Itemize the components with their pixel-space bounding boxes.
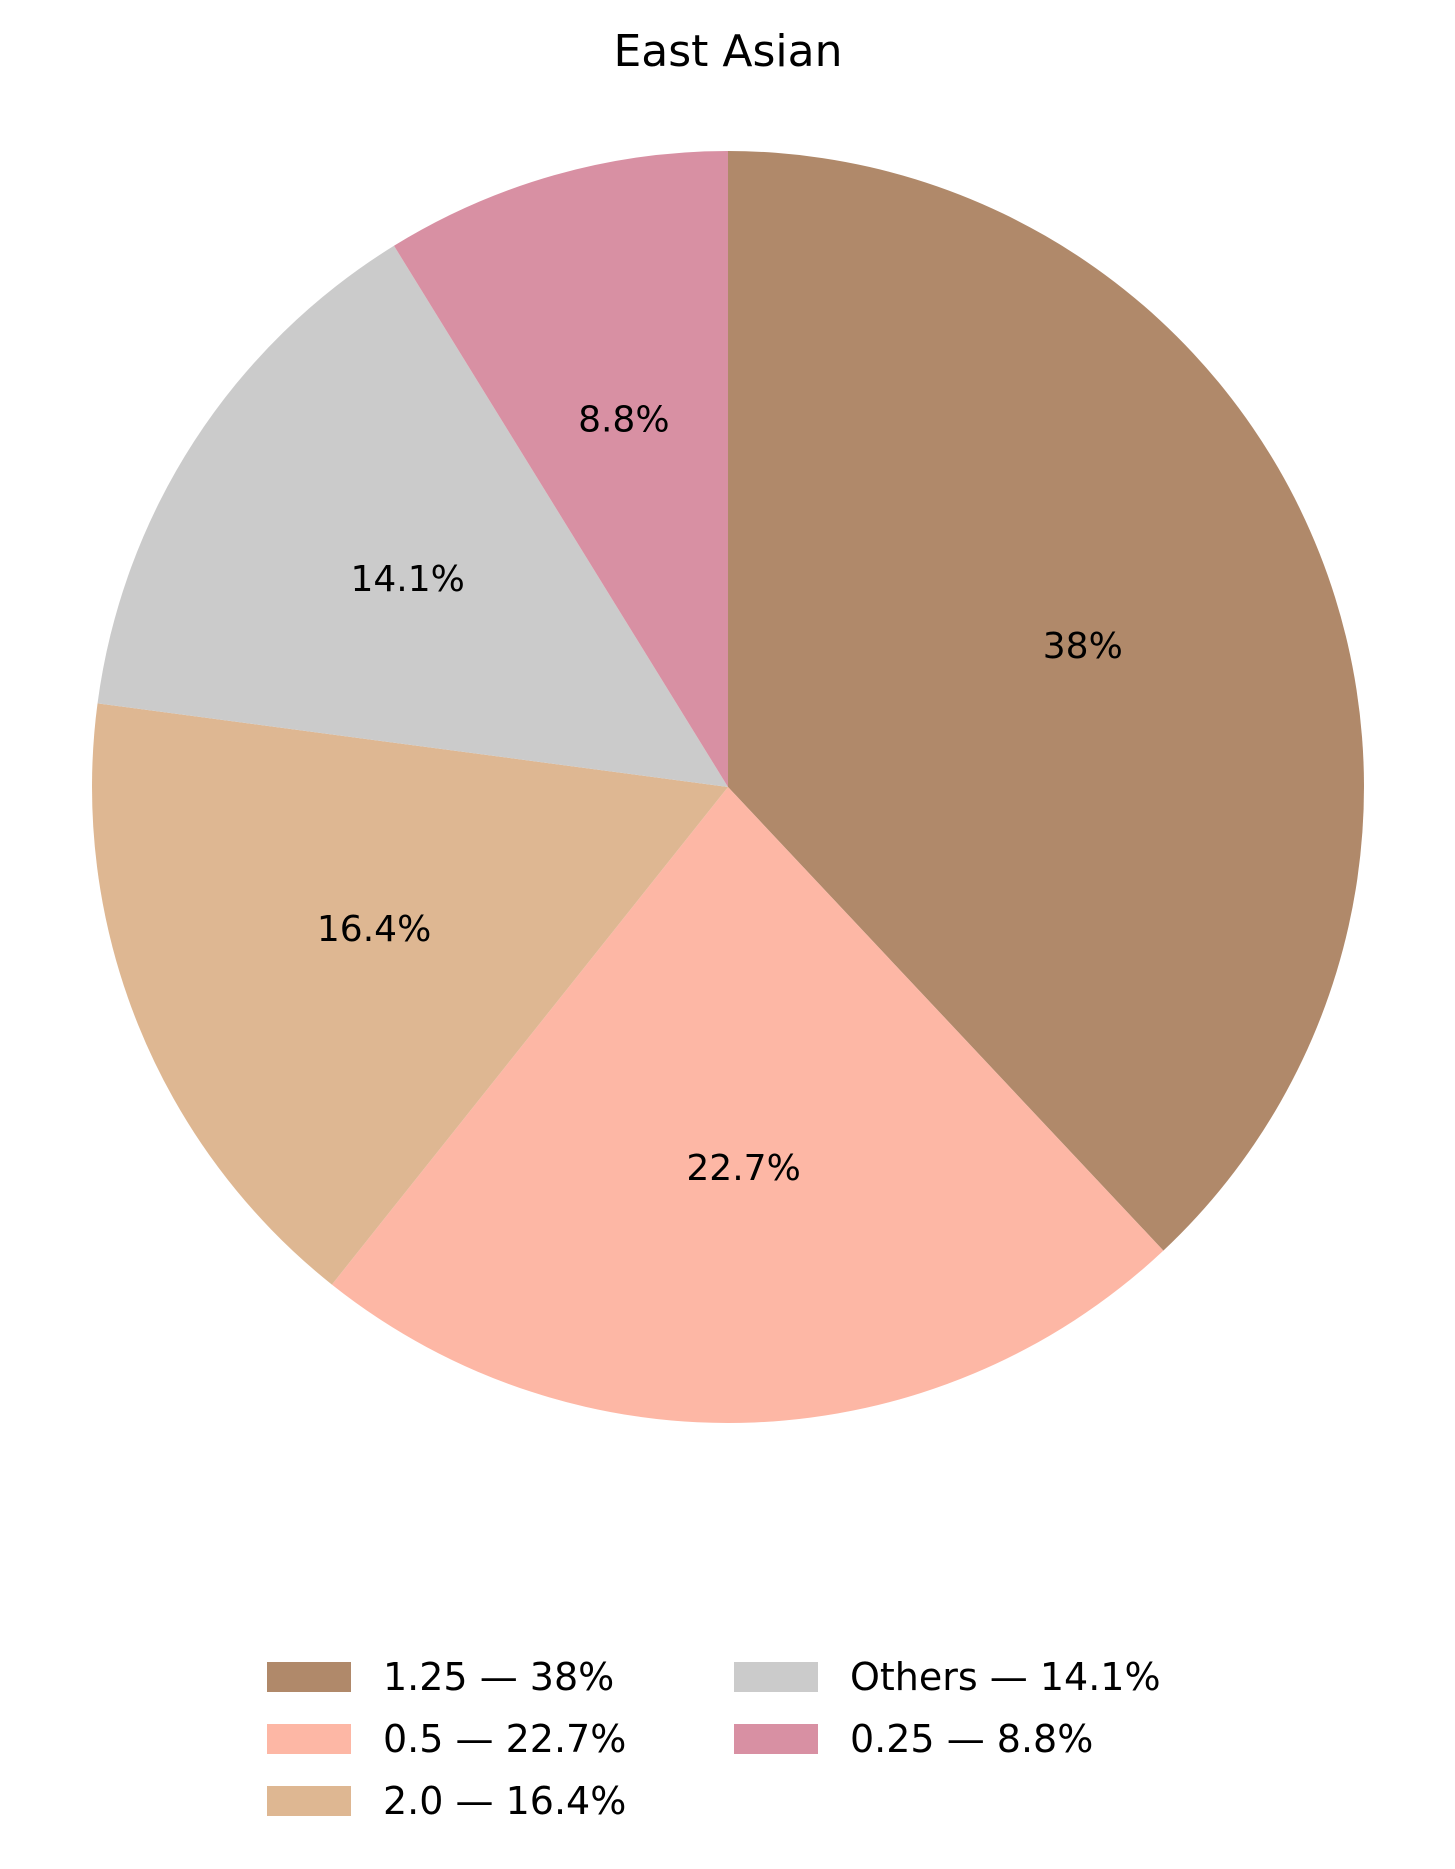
legend-label: Others — 14.1% bbox=[850, 1655, 1161, 1699]
legend-label: 0.5 — 22.7% bbox=[383, 1717, 626, 1761]
pie-slices bbox=[92, 151, 1364, 1423]
legend-swatch bbox=[267, 1724, 351, 1754]
slice-label: 16.4% bbox=[317, 909, 431, 950]
pie-slice-0-5 bbox=[331, 787, 1164, 1423]
legend-item: Others — 14.1% bbox=[734, 1655, 1161, 1699]
legend-swatch bbox=[267, 1786, 351, 1816]
slice-label: 38% bbox=[1043, 626, 1123, 667]
legend-swatch bbox=[734, 1662, 818, 1692]
slice-labels: 38% 22.7% 16.4% 14.1% 8.8% bbox=[317, 399, 1123, 1188]
pie-slice-others bbox=[97, 245, 728, 787]
legend-label: 1.25 — 38% bbox=[383, 1655, 614, 1699]
pie-slice-1-25 bbox=[728, 151, 1364, 1251]
legend-item: 0.25 — 8.8% bbox=[734, 1717, 1093, 1761]
chart-title: East Asian bbox=[613, 26, 842, 77]
pie-slice-0-25 bbox=[393, 151, 728, 787]
slice-label: 14.1% bbox=[351, 559, 465, 600]
legend-item: 0.5 — 22.7% bbox=[267, 1717, 626, 1761]
legend-item: 2.0 — 16.4% bbox=[267, 1779, 626, 1823]
legend-item: 1.25 — 38% bbox=[267, 1655, 614, 1699]
slice-label: 22.7% bbox=[686, 1148, 800, 1189]
slice-label: 8.8% bbox=[578, 399, 669, 440]
legend-swatch bbox=[734, 1724, 818, 1754]
legend-label: 0.25 — 8.8% bbox=[850, 1717, 1093, 1761]
legend-label: 2.0 — 16.4% bbox=[383, 1779, 626, 1823]
pie-slice-2-0 bbox=[92, 703, 728, 1285]
legend: 1.25 — 38% 0.5 — 22.7% 2.0 — 16.4% Others —… bbox=[267, 1655, 1161, 1823]
legend-swatch bbox=[267, 1662, 351, 1692]
